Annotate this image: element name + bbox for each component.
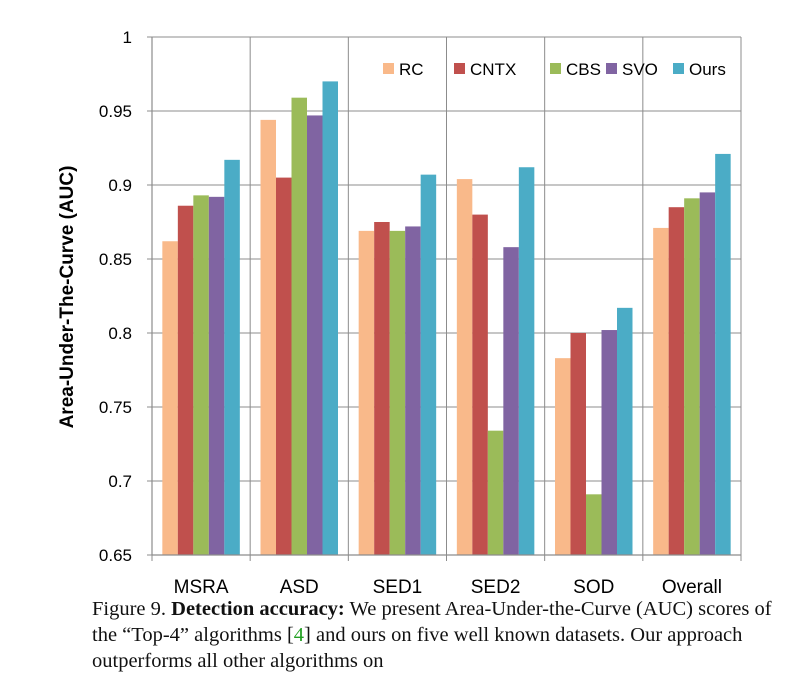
bar-svo-msra <box>208 196 225 555</box>
legend-swatch-cntx <box>454 63 465 74</box>
bar-svo-sed1 <box>405 226 421 555</box>
y-tick-label: 0.65 <box>99 546 132 565</box>
legend-label: CNTX <box>470 60 516 79</box>
x-tick-label: MSRA <box>174 577 229 596</box>
bar-svo-asd <box>307 115 323 555</box>
y-tick-label: 1 <box>123 28 132 47</box>
caption-text-end: ] and ours on five well known datasets. … <box>92 624 743 672</box>
bar-cbs-overall <box>684 198 700 555</box>
bar-svo-sod <box>601 330 617 555</box>
bar-ours-overall <box>715 153 731 556</box>
bar-cntx-sed2 <box>472 214 488 555</box>
y-tick-label: 0.9 <box>108 176 132 195</box>
legend: RC CNTX CBS SVO Ours <box>383 60 726 79</box>
figure-caption: Figure 9. Detection accuracy: We present… <box>92 596 782 674</box>
bar-ours-sod <box>617 307 633 555</box>
bar-ours-sed1 <box>420 174 437 555</box>
x-tick-label: SED2 <box>471 577 521 596</box>
citation-link[interactable]: 4 <box>293 624 305 646</box>
y-axis-label: Area-Under-The-Curve (AUC) <box>57 166 78 429</box>
axes: 0.65 0.7 0.75 0.8 0.85 0.9 0.95 1 MSRA ASD SED1 SED… <box>99 28 742 596</box>
gridlines <box>152 36 742 555</box>
legend-swatch-cbs <box>550 63 561 74</box>
bars <box>162 81 731 556</box>
legend-label: Ours <box>689 60 726 79</box>
bar-rc-sed2 <box>456 179 473 555</box>
bar-rc-sed1 <box>358 230 375 555</box>
auc-bar-chart: 0.65 0.7 0.75 0.8 0.85 0.9 0.95 1 MSRA ASD SED1 SED… <box>57 28 742 596</box>
y-tick-label: 0.8 <box>108 324 132 343</box>
bar-cntx-msra <box>177 205 194 555</box>
legend-swatch-rc <box>383 63 394 74</box>
bar-cbs-sod <box>586 494 602 555</box>
bar-svo-sed2 <box>503 247 519 555</box>
bar-rc-overall <box>653 227 669 556</box>
bar-cbs-sed2 <box>487 430 504 555</box>
legend-label: CBS <box>566 60 601 79</box>
legend-swatch-svo <box>606 63 617 74</box>
caption-label: Figure 9. <box>92 598 167 620</box>
bar-cntx-overall <box>668 207 685 555</box>
y-tick-label: 0.85 <box>99 250 132 269</box>
bar-rc-asd <box>260 119 276 555</box>
y-tick-label: 0.95 <box>99 102 132 121</box>
bar-cntx-sed1 <box>374 222 390 555</box>
bar-svo-overall <box>699 192 716 555</box>
y-tick-label: 0.75 <box>99 398 132 417</box>
bar-cbs-msra <box>193 195 209 556</box>
bar-cbs-asd <box>291 97 307 556</box>
bar-rc-sod <box>555 358 571 555</box>
caption-bold: Detection accuracy: <box>171 598 345 620</box>
bar-cntx-asd <box>276 177 292 555</box>
legend-label: RC <box>399 60 424 79</box>
bar-ours-msra <box>224 159 240 555</box>
x-tick-label: Overall <box>662 577 722 596</box>
x-tick-label: ASD <box>280 577 319 596</box>
bar-rc-msra <box>162 241 178 556</box>
bar-cbs-sed1 <box>389 230 406 555</box>
x-tick-label: SOD <box>573 577 614 596</box>
legend-label: SVO <box>622 60 658 79</box>
caption-text: We present Area-Under-the-Curve (AUC) sc… <box>92 598 772 646</box>
legend-swatch-ours <box>673 63 684 74</box>
x-tick-label: SED1 <box>373 577 423 596</box>
bar-cntx-sod <box>570 333 586 555</box>
y-tick-label: 0.7 <box>108 472 132 491</box>
bar-ours-sed2 <box>518 167 535 556</box>
bar-ours-asd <box>322 81 338 556</box>
